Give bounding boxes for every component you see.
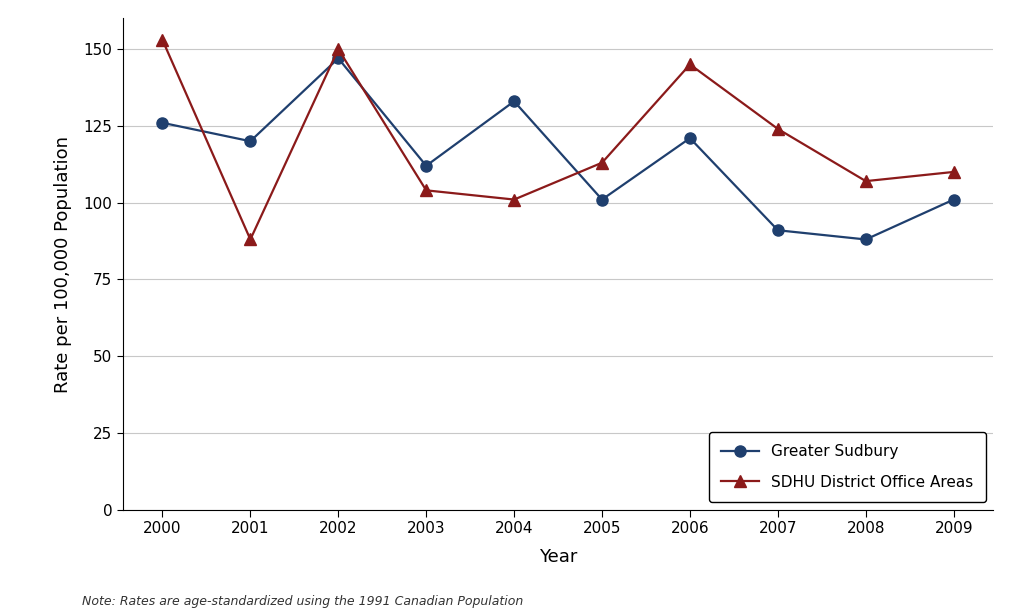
Text: Note: Rates are age-standardized using the 1991 Canadian Population: Note: Rates are age-standardized using t… — [82, 595, 523, 608]
SDHU District Office Areas — [947, 168, 959, 176]
Greater Sudbury — [244, 138, 256, 145]
Greater Sudbury — [860, 236, 872, 243]
SDHU District Office Areas — [508, 196, 520, 203]
X-axis label: Year: Year — [539, 548, 578, 565]
SDHU District Office Areas — [244, 236, 256, 243]
Line: Greater Sudbury: Greater Sudbury — [157, 53, 959, 245]
SDHU District Office Areas — [772, 125, 784, 133]
Greater Sudbury — [420, 162, 432, 169]
SDHU District Office Areas — [860, 177, 872, 185]
Greater Sudbury — [332, 55, 344, 62]
Greater Sudbury — [157, 119, 169, 126]
SDHU District Office Areas — [684, 61, 696, 68]
Legend: Greater Sudbury, SDHU District Office Areas: Greater Sudbury, SDHU District Office Ar… — [709, 432, 986, 502]
SDHU District Office Areas — [332, 45, 344, 53]
SDHU District Office Areas — [420, 187, 432, 194]
SDHU District Office Areas — [157, 36, 169, 44]
SDHU District Office Areas — [596, 159, 608, 166]
Y-axis label: Rate per 100,000 Population: Rate per 100,000 Population — [54, 136, 73, 392]
Greater Sudbury — [684, 134, 696, 142]
Greater Sudbury — [508, 98, 520, 105]
Greater Sudbury — [947, 196, 959, 203]
Greater Sudbury — [772, 227, 784, 234]
Line: SDHU District Office Areas: SDHU District Office Areas — [157, 34, 959, 246]
Greater Sudbury — [596, 196, 608, 203]
